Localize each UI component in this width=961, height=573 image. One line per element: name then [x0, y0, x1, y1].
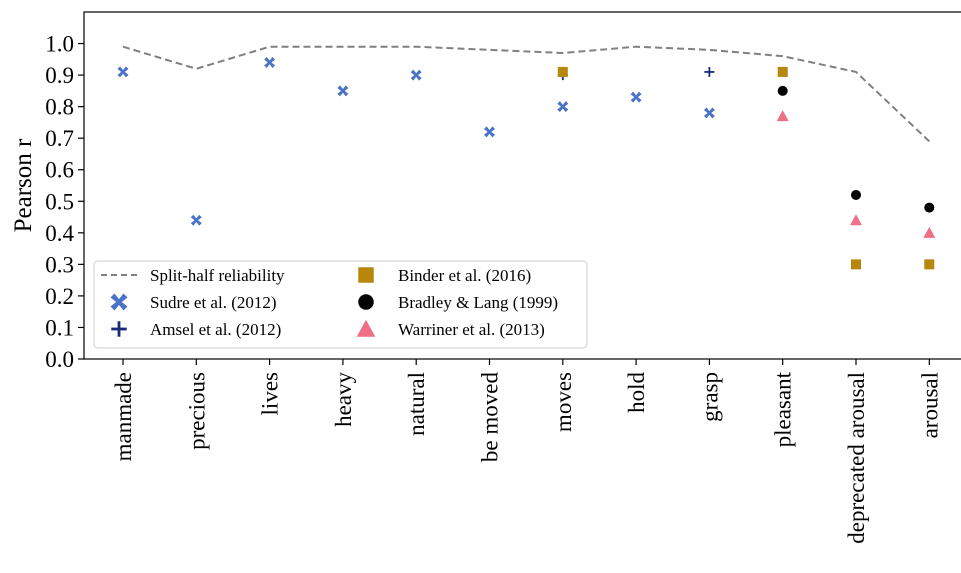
y-axis-label: Pearson r — [10, 138, 37, 232]
x-tick-label: hold — [624, 372, 649, 413]
data-point — [777, 85, 788, 96]
y-tick-label: 0.5 — [45, 189, 74, 214]
split-half-reliability-line — [122, 45, 930, 143]
legend-label: Bradley & Lang (1999) — [398, 293, 558, 312]
x-tick-label: be moved — [478, 372, 503, 463]
x-tick-label: manmade — [111, 372, 136, 461]
data-point — [557, 66, 568, 77]
legend: Split-half reliability Sudre et al. (2012… — [93, 260, 588, 349]
y-tick-label: 0.1 — [45, 315, 74, 340]
data-point — [777, 66, 788, 77]
data-point — [264, 56, 276, 68]
legend-label: Warriner et al. (2013) — [398, 320, 545, 339]
x-tick-label: precious — [184, 372, 209, 450]
x-tick-label: grasp — [697, 372, 722, 422]
x-tick-label: deprecated arousal — [844, 372, 869, 544]
legend-label: Binder et al. (2016) — [398, 266, 531, 285]
y-tick-label: 0.2 — [45, 284, 74, 309]
legend-frame — [93, 260, 588, 349]
data-point — [337, 85, 349, 97]
data-point — [851, 259, 861, 270]
y-tick-label: 0.7 — [45, 126, 74, 151]
x-tick-label: natural — [404, 372, 429, 436]
legend-marker — [111, 321, 127, 337]
data-point — [117, 66, 129, 78]
data-point — [924, 202, 935, 213]
legend-marker — [358, 267, 374, 283]
data-point — [703, 107, 715, 119]
data-point — [776, 110, 789, 122]
y-tick-label: 0.4 — [45, 221, 74, 246]
y-tick-label: 0.6 — [45, 158, 74, 183]
x-tick-label: heavy — [331, 372, 356, 427]
x-tick-label: moves — [551, 372, 576, 432]
legend-item: Bradley & Lang (1999) — [358, 293, 558, 312]
legend-label: Split-half reliability — [150, 266, 285, 285]
y-tick-label: 0.9 — [45, 63, 74, 88]
legend-marker — [358, 294, 374, 310]
axes-frame — [83, 11, 961, 360]
legend-label: Amsel et al. (2012) — [150, 320, 281, 339]
data-point — [850, 214, 862, 226]
y-tick-label: 1.0 — [45, 32, 74, 57]
legend-item: Sudre et al. (2012) — [110, 293, 277, 312]
data-point — [630, 91, 642, 103]
data-point — [190, 214, 202, 226]
data-point — [410, 69, 422, 81]
x-tick-label: lives — [258, 372, 283, 415]
data-point — [923, 226, 936, 238]
legend-item: Warriner et al. (2013) — [356, 319, 545, 339]
legend-item: Amsel et al. (2012) — [111, 320, 281, 339]
x-tick-label: arousal — [917, 372, 942, 438]
legend-label: Sudre et al. (2012) — [150, 293, 277, 312]
y-tick-label: 0.8 — [45, 95, 74, 120]
data-point — [924, 259, 935, 270]
legend-marker — [110, 293, 128, 311]
legend-item: Binder et al. (2016) — [358, 266, 531, 285]
data-point — [704, 66, 715, 77]
data-point — [484, 126, 495, 138]
x-tick-label: pleasant — [771, 371, 796, 447]
legend-marker — [356, 319, 376, 337]
data-point — [851, 189, 861, 200]
y-tick-label: 0.3 — [45, 252, 74, 277]
legend-item: Split-half reliability — [101, 266, 285, 285]
data-point — [557, 101, 569, 113]
y-tick-label: 0.0 — [45, 347, 74, 372]
plot-area: 0.0 0.1 0.2 0.3 0.4 0.5 0.6 0.7 0.8 0.9 1.0 manmade… — [45, 11, 961, 544]
